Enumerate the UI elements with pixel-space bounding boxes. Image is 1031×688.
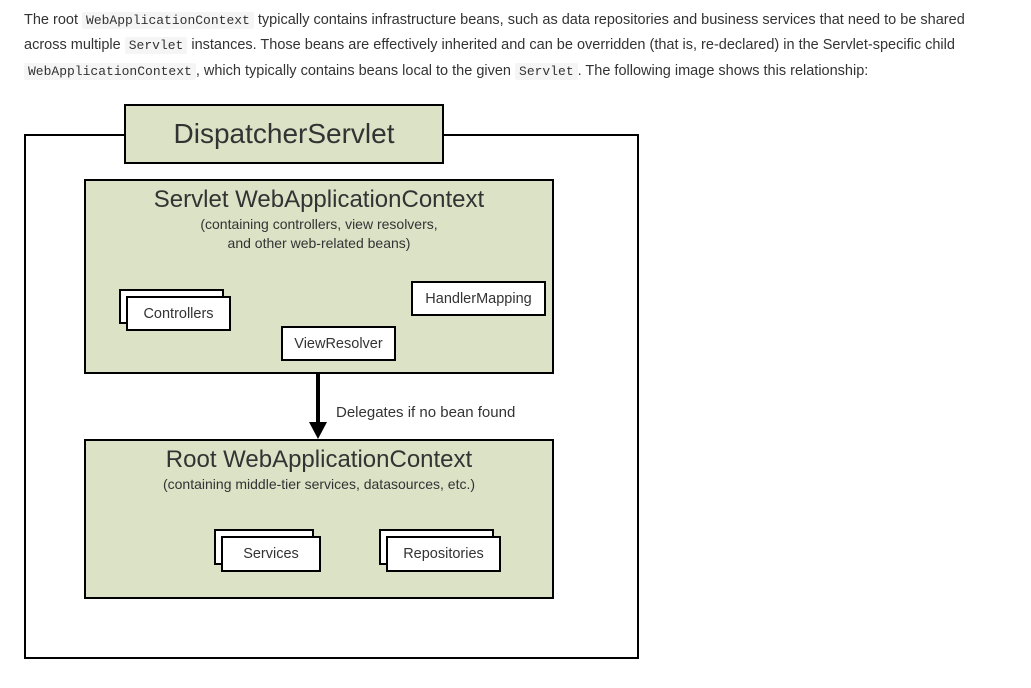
servlet-ctx-subtitle: (containing controllers, view resolvers, — [86, 216, 552, 234]
repositories-label: Repositories — [403, 546, 484, 562]
intro-text: instances. Those beans are effectively i… — [187, 37, 955, 53]
intro-text: . The following image shows this relatio… — [578, 63, 869, 79]
viewresolver-label: ViewResolver — [294, 336, 382, 352]
servlet-ctx-subtitle: and other web-related beans) — [86, 235, 552, 253]
controllers-stack: Controllers — [126, 296, 231, 331]
controllers-label: Controllers — [143, 306, 213, 322]
repositories-stack: Repositories — [386, 536, 501, 572]
intro-paragraph: The root WebApplicationContext typically… — [24, 8, 1007, 84]
root-webappcontext-box: Root WebApplicationContext (containing m… — [84, 439, 554, 599]
services-box: Services — [221, 536, 321, 572]
services-stack: Services — [221, 536, 321, 572]
handlermapping-box: HandlerMapping — [411, 281, 546, 316]
dispatcher-servlet-title-box: DispatcherServlet — [124, 104, 444, 164]
servlet-ctx-title: Servlet WebApplicationContext — [86, 187, 552, 213]
code-servlet: Servlet — [515, 63, 578, 80]
code-webappcontext: WebApplicationContext — [24, 63, 196, 80]
dispatcher-servlet-label: DispatcherServlet — [174, 118, 395, 150]
delegates-arrow-label: Delegates if no bean found — [336, 404, 515, 421]
root-ctx-title: Root WebApplicationContext — [86, 447, 552, 473]
controllers-box: Controllers — [126, 296, 231, 331]
viewresolver-box: ViewResolver — [281, 326, 396, 361]
root-ctx-subtitle: (containing middle-tier services, dataso… — [86, 476, 552, 494]
servlet-webappcontext-box: Servlet WebApplicationContext (containin… — [84, 179, 554, 374]
repositories-box: Repositories — [386, 536, 501, 572]
intro-text: The root — [24, 12, 82, 28]
context-hierarchy-diagram: DispatcherServlet Servlet WebApplication… — [24, 104, 644, 664]
code-webappcontext: WebApplicationContext — [82, 12, 254, 29]
code-servlet: Servlet — [125, 37, 188, 54]
intro-text: , which typically contains beans local t… — [196, 63, 515, 79]
handlermapping-label: HandlerMapping — [425, 291, 531, 307]
services-label: Services — [243, 546, 299, 562]
delegates-arrow — [306, 374, 330, 442]
